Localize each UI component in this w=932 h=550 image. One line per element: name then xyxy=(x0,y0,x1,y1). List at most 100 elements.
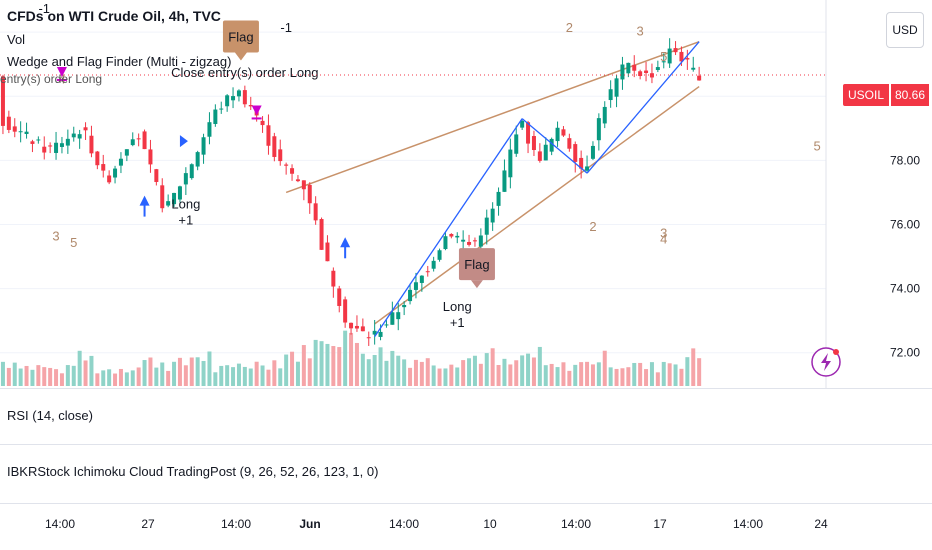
candle xyxy=(54,142,59,153)
long-arrow-stem xyxy=(143,204,146,217)
volume-bar xyxy=(567,370,572,386)
volume-bar xyxy=(402,359,407,386)
volume-bar xyxy=(343,330,348,386)
signal-label: Long xyxy=(443,299,472,314)
volume-bar xyxy=(614,368,619,386)
candle xyxy=(484,217,489,235)
indicator-overlap-text: entry(s) order Long xyxy=(0,72,103,86)
signal-label: -1 xyxy=(38,1,50,16)
volume-bar xyxy=(490,348,495,386)
candle xyxy=(290,168,295,174)
candle xyxy=(89,135,94,154)
lightning-glyph xyxy=(821,353,831,371)
candle xyxy=(136,138,141,140)
ichimoku-legend[interactable]: IBKRStock Ichimoku Cloud TradingPost (9,… xyxy=(7,464,379,479)
wave-number-label: 3 xyxy=(660,225,667,240)
candle xyxy=(644,70,649,74)
volume-bar xyxy=(0,361,5,386)
candle xyxy=(531,136,536,150)
volume-bar xyxy=(596,362,601,386)
volume-bar xyxy=(520,355,525,386)
candle xyxy=(573,144,578,162)
volume-bar xyxy=(295,361,300,386)
volume-bar xyxy=(166,370,171,386)
volume-bar xyxy=(626,367,631,386)
candle xyxy=(431,260,436,269)
candle xyxy=(384,324,389,326)
candle xyxy=(661,61,666,63)
candle xyxy=(508,149,513,178)
volume-legend[interactable]: Vol xyxy=(7,32,26,47)
signal-arrow-icon xyxy=(251,105,262,116)
volume-bar xyxy=(549,363,554,386)
volume-bar xyxy=(189,357,194,386)
volume-bar xyxy=(278,368,283,386)
chart-extras xyxy=(0,66,841,377)
candle xyxy=(490,208,495,223)
candle xyxy=(207,122,212,137)
volume-bar xyxy=(207,351,212,386)
volume-bar xyxy=(354,342,359,386)
candle xyxy=(195,152,200,167)
volume-bar xyxy=(42,367,47,386)
volume-bar xyxy=(130,370,135,386)
volume-bar xyxy=(472,355,477,386)
candle xyxy=(231,96,236,101)
candle xyxy=(225,95,230,107)
currency-button[interactable]: USD xyxy=(886,12,924,48)
flag-box xyxy=(458,248,495,281)
candle xyxy=(183,173,188,185)
volume-bar xyxy=(301,345,306,386)
candle xyxy=(425,271,430,273)
volume-bar xyxy=(632,362,637,386)
candle xyxy=(172,192,177,205)
candle xyxy=(83,127,88,131)
candle xyxy=(213,109,218,124)
candle xyxy=(467,241,472,245)
wave-number-label: 4 xyxy=(660,232,667,247)
candle xyxy=(59,143,64,147)
candle xyxy=(478,235,483,247)
volume-bar xyxy=(649,362,654,386)
candle xyxy=(402,305,407,308)
volume-bar xyxy=(307,358,312,386)
candle xyxy=(248,105,253,107)
volume-bar xyxy=(266,369,271,386)
volume-bar xyxy=(685,357,690,386)
rsi-pane-divider[interactable] xyxy=(0,388,932,389)
candle xyxy=(697,75,702,81)
candle xyxy=(526,122,531,144)
candle xyxy=(349,322,354,329)
volume-bar xyxy=(12,362,17,386)
volume-bar xyxy=(378,347,383,386)
signal-label: Close entry(s) order Long xyxy=(171,65,318,80)
candle xyxy=(555,127,560,142)
volume-bar xyxy=(71,365,76,386)
volume-bar xyxy=(673,364,678,386)
rsi-legend[interactable]: RSI (14, close) xyxy=(7,408,93,423)
candle xyxy=(590,145,595,159)
candle xyxy=(30,141,35,144)
volume-bar xyxy=(484,353,489,386)
candle xyxy=(632,64,637,71)
volume-bar xyxy=(248,368,253,386)
volume-bar xyxy=(697,358,702,386)
candle xyxy=(537,151,542,161)
indicator-legend[interactable]: Wedge and Flag Finder (Multi - zigzag) xyxy=(7,54,232,69)
flag-pointer xyxy=(234,52,247,61)
candle xyxy=(260,120,265,126)
candle xyxy=(71,133,76,138)
candle xyxy=(396,312,401,320)
ichimoku-pane-divider[interactable] xyxy=(0,444,932,445)
candle xyxy=(24,131,29,134)
candle xyxy=(242,90,247,105)
signal-bar xyxy=(251,117,262,120)
volume-bar xyxy=(272,360,277,386)
volume-bar xyxy=(83,360,88,386)
volume-bar xyxy=(502,358,507,386)
candle xyxy=(496,191,501,206)
candle xyxy=(6,116,11,130)
candlesticks xyxy=(0,38,702,346)
volume-bar xyxy=(396,355,401,386)
